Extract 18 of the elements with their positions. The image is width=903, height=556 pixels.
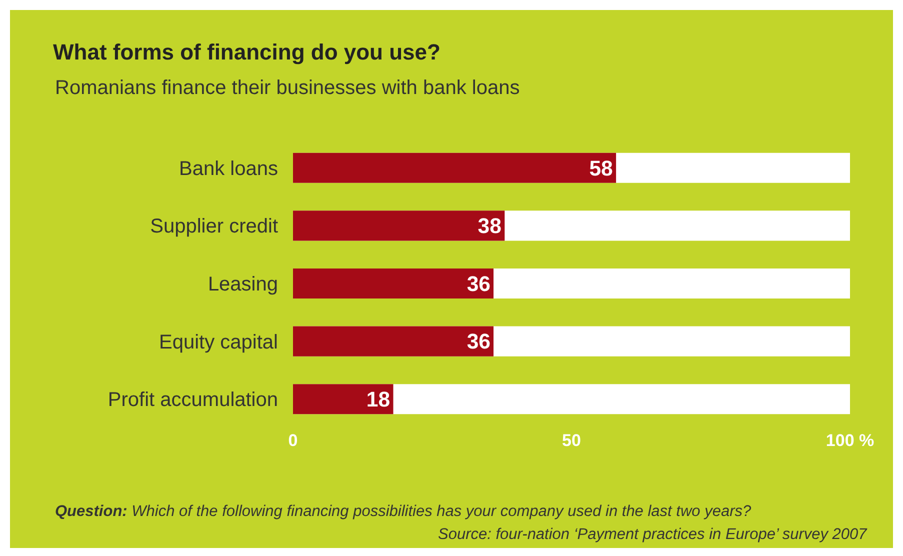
data-label: 36 — [466, 330, 491, 354]
y-tick-label: Leasing — [208, 274, 278, 296]
chart-subtitle: Romanians finance their businesses with bank loans — [55, 77, 520, 99]
x-tick-label: 50 — [562, 431, 581, 450]
bar — [293, 384, 394, 414]
text: Question: Which of the following financing possibilities has your company used in the last two years? — [55, 503, 752, 520]
data-label: 38 — [478, 214, 502, 238]
y-tick-label: Profit accumulation — [108, 389, 278, 412]
source-note: Source: four-nation ‘Payment practices in Europe’ survey 2007 — [438, 526, 868, 543]
y-tick-label: Bank loans — [179, 158, 278, 180]
x-tick-label: 0 — [288, 431, 298, 450]
y-tick-label: Supplier credit — [150, 216, 278, 238]
chart-title: What forms of financing do you use? — [53, 40, 440, 65]
data-label: 36 — [466, 272, 491, 296]
x-tick-label: 100 % — [826, 431, 874, 450]
y-tick-label: Equity capital — [159, 331, 278, 354]
data-label: 18 — [366, 388, 390, 412]
data-label: 58 — [589, 156, 614, 180]
